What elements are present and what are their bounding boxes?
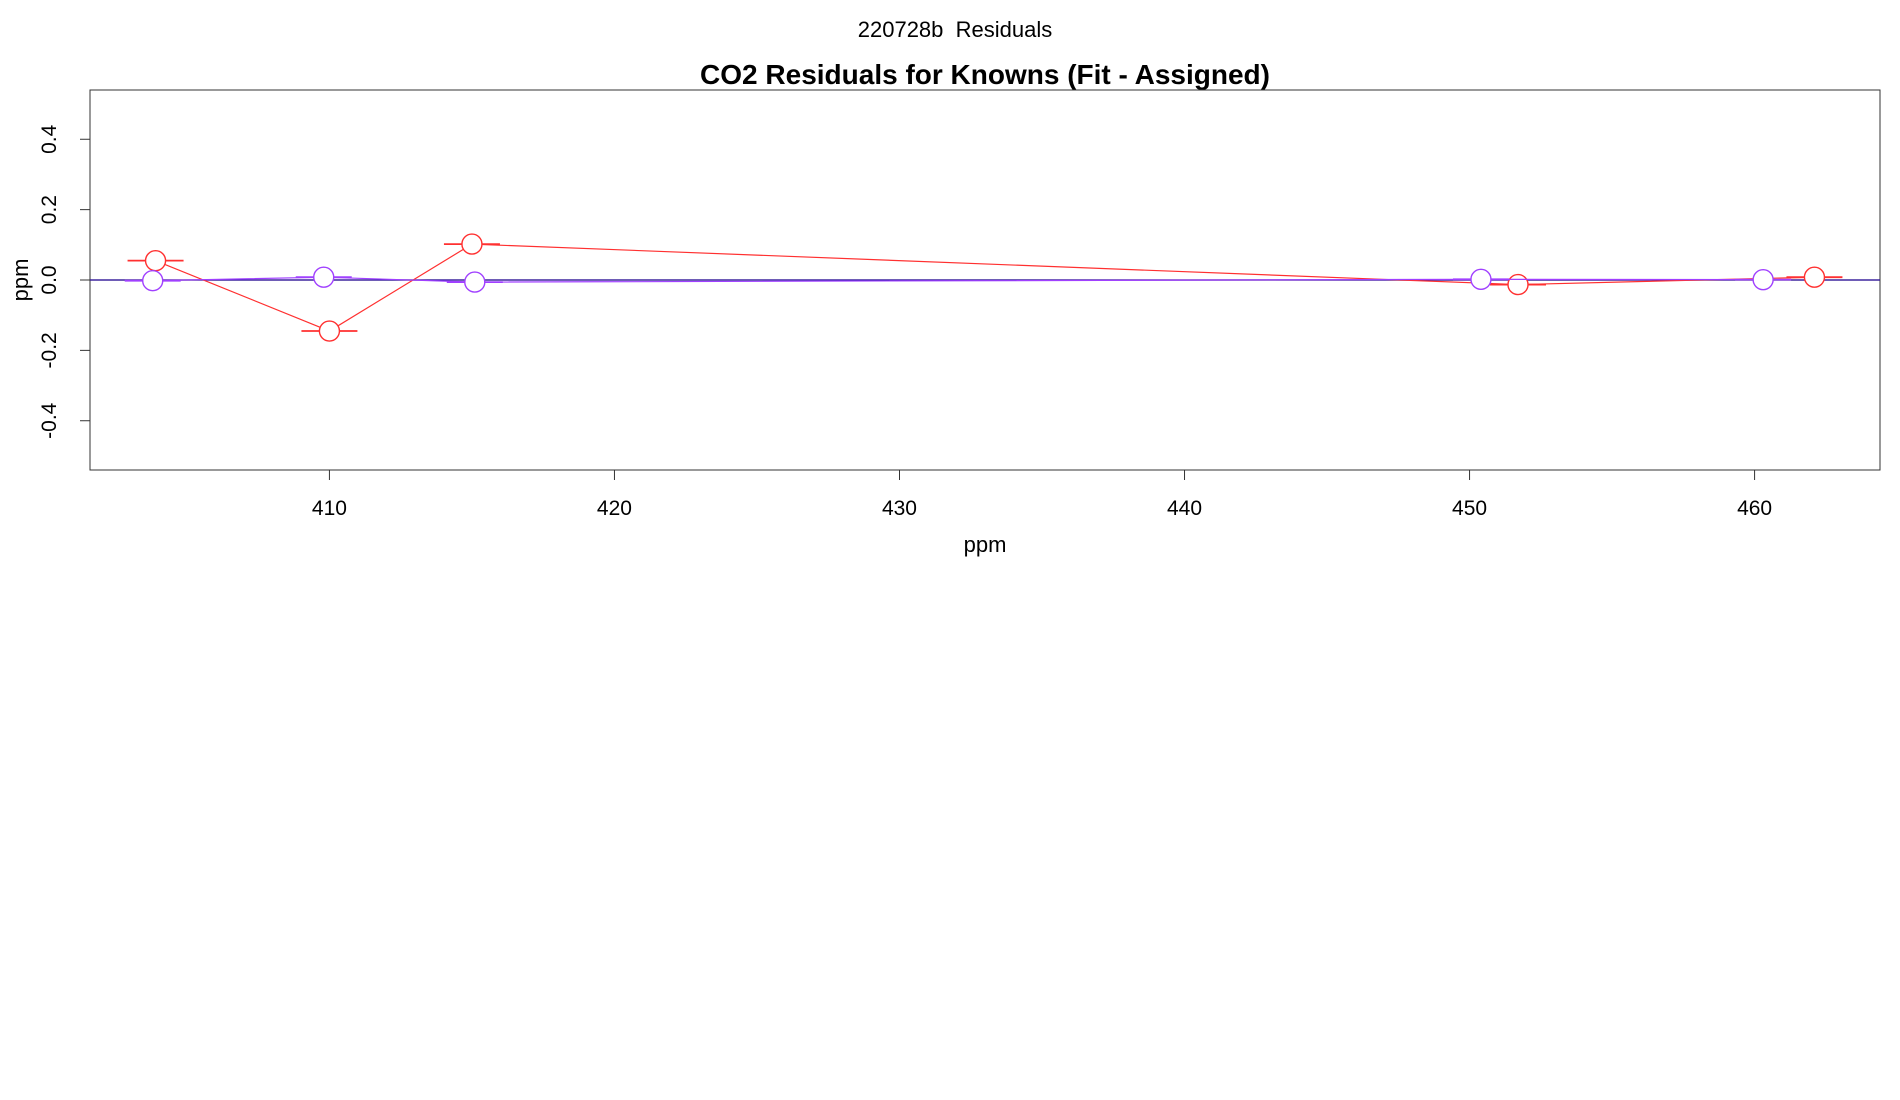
series-layer	[124, 233, 1843, 342]
y-tick-label: 0.2	[38, 195, 61, 224]
data-point	[464, 271, 486, 293]
axes: 410 420 430 440 450 460 -0.4 -0.2 0.0 0.2 0.4	[38, 124, 1772, 520]
x-tick-label: 430	[882, 497, 917, 520]
series-2	[124, 266, 1792, 293]
x-tick-label: 460	[1737, 497, 1772, 520]
data-point	[1803, 266, 1826, 288]
y-tick-label: -0.4	[38, 402, 61, 439]
data-point	[142, 270, 164, 292]
data-point	[461, 233, 483, 255]
chart-title: CO2 Residuals for Knowns (Fit - Assigned…	[700, 59, 1270, 90]
page-header: 220728b Residuals	[858, 17, 1052, 42]
data-point	[1470, 268, 1492, 290]
x-tick-label: 440	[1167, 497, 1202, 520]
data-point	[1507, 273, 1529, 296]
series-line	[155, 243, 1815, 332]
data-point	[318, 320, 341, 342]
series-1	[127, 233, 1843, 342]
x-tick-label: 410	[312, 497, 347, 520]
y-tick-label: 0.0	[38, 265, 61, 294]
x-axis-label: ppm	[964, 532, 1007, 557]
x-tick-label: 450	[1452, 497, 1487, 520]
y-tick-label: -0.2	[38, 332, 61, 368]
y-axis-label: ppm	[8, 259, 33, 302]
y-tick-label: 0.4	[38, 124, 61, 154]
data-point	[1752, 268, 1774, 291]
data-point	[313, 266, 335, 288]
data-point	[144, 249, 167, 272]
x-tick-label: 420	[597, 497, 632, 520]
